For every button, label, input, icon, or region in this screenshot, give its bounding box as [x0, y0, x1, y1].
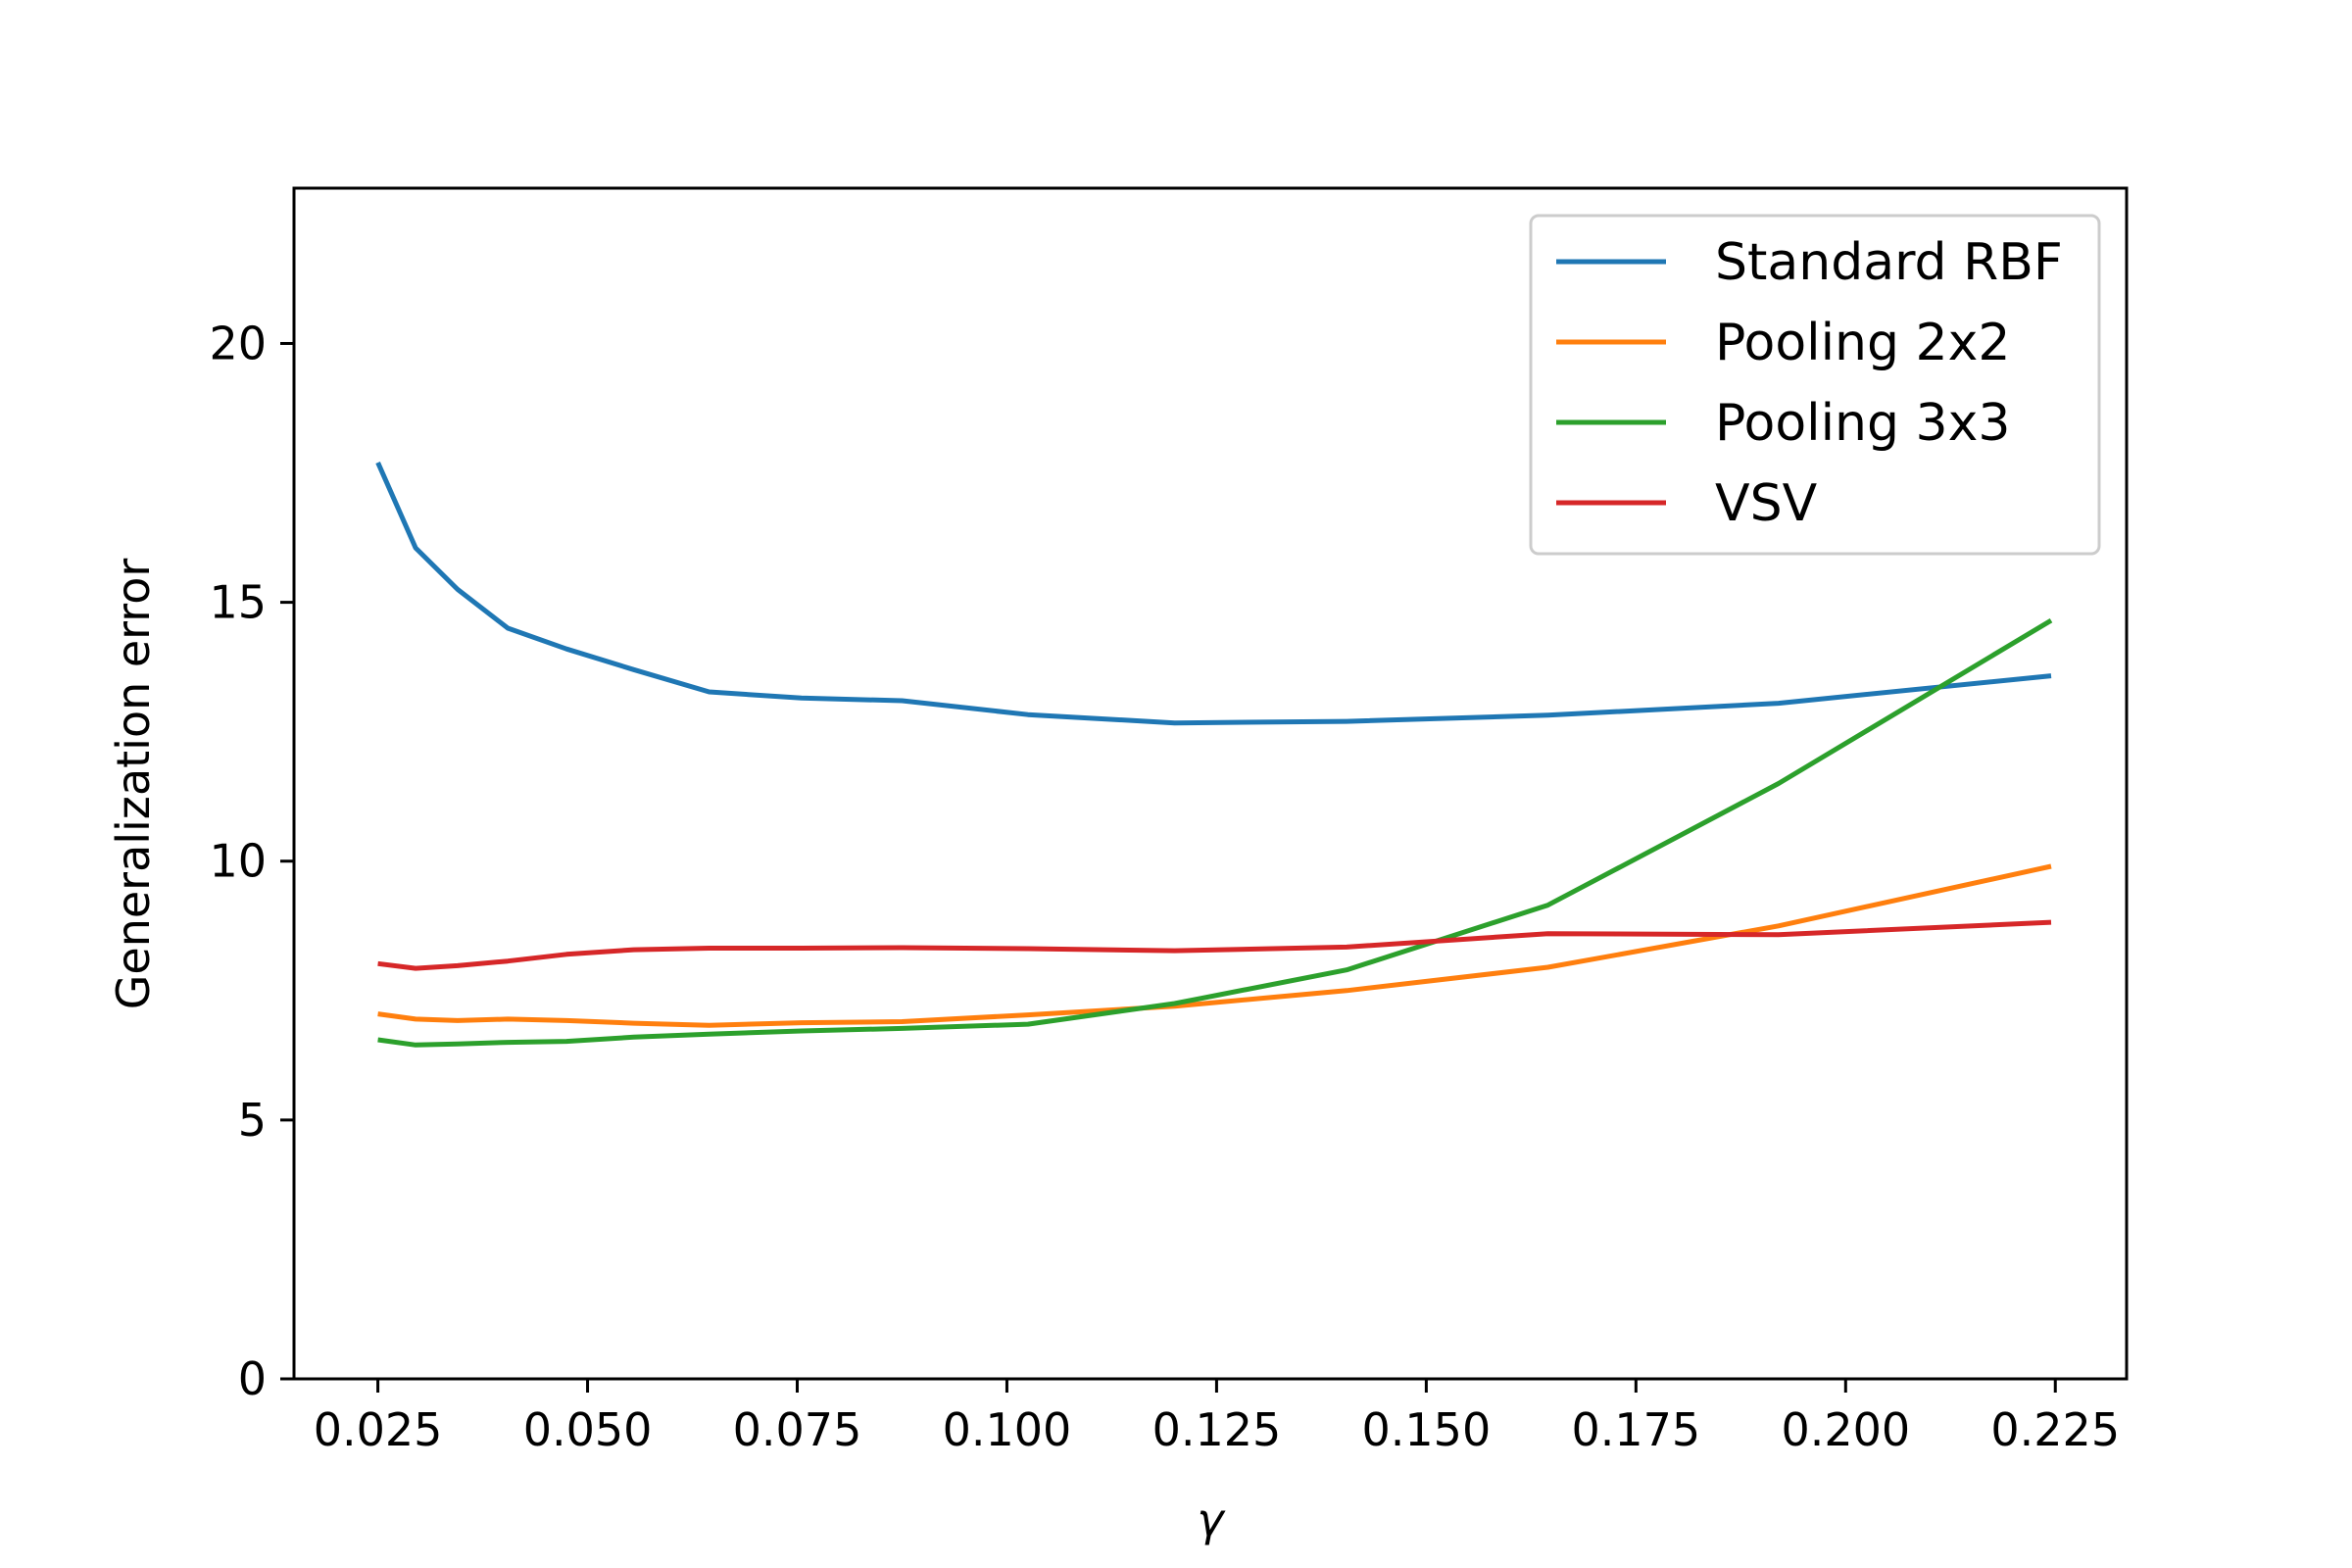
y-tick-label: 20 [209, 317, 267, 369]
legend-frame [1529, 214, 2101, 556]
series-line-2 [377, 617, 2053, 1048]
x-axis: 0.025 0.050 0.075 0.100 0.125 0.150 0.175 0.200… [314, 1379, 2120, 1456]
x-tick-label: 0.025 [314, 1403, 443, 1456]
x-tick-label: 0.150 [1362, 1403, 1492, 1456]
legend: Standard RBF Pooling 2x2 Pooling 3x3 VSV [1529, 214, 2101, 556]
x-tick-label: 0.225 [1990, 1403, 2120, 1456]
x-tick-label: 0.175 [1571, 1403, 1700, 1456]
y-axis-label: Generalization error [107, 559, 160, 1010]
legend-label-3: VSV [1715, 474, 1818, 533]
series-line-0 [375, 461, 2052, 726]
x-axis-label: γ [1197, 1494, 1226, 1546]
series-line-1 [377, 863, 2052, 1028]
y-tick-label: 10 [209, 835, 267, 888]
y-tick-label: 15 [209, 576, 267, 629]
legend-label-2: Pooling 3x3 [1715, 394, 2010, 453]
x-tick-label: 0.050 [523, 1403, 653, 1456]
x-tick-label: 0.125 [1152, 1403, 1282, 1456]
y-tick-label: 5 [238, 1094, 267, 1147]
x-tick-label: 0.075 [733, 1403, 862, 1456]
y-axis: 0 5 10 15 20 [209, 317, 294, 1405]
series-line-3 [377, 919, 2052, 971]
x-tick-label: 0.200 [1781, 1403, 1910, 1456]
legend-label-0: Standard RBF [1715, 233, 2063, 292]
legend-label-1: Pooling 2x2 [1715, 314, 2010, 372]
plot-area-frame [292, 186, 2129, 1381]
plot-lines [375, 461, 2053, 1048]
x-tick-label: 0.100 [943, 1403, 1072, 1456]
y-tick-label: 0 [238, 1352, 267, 1405]
